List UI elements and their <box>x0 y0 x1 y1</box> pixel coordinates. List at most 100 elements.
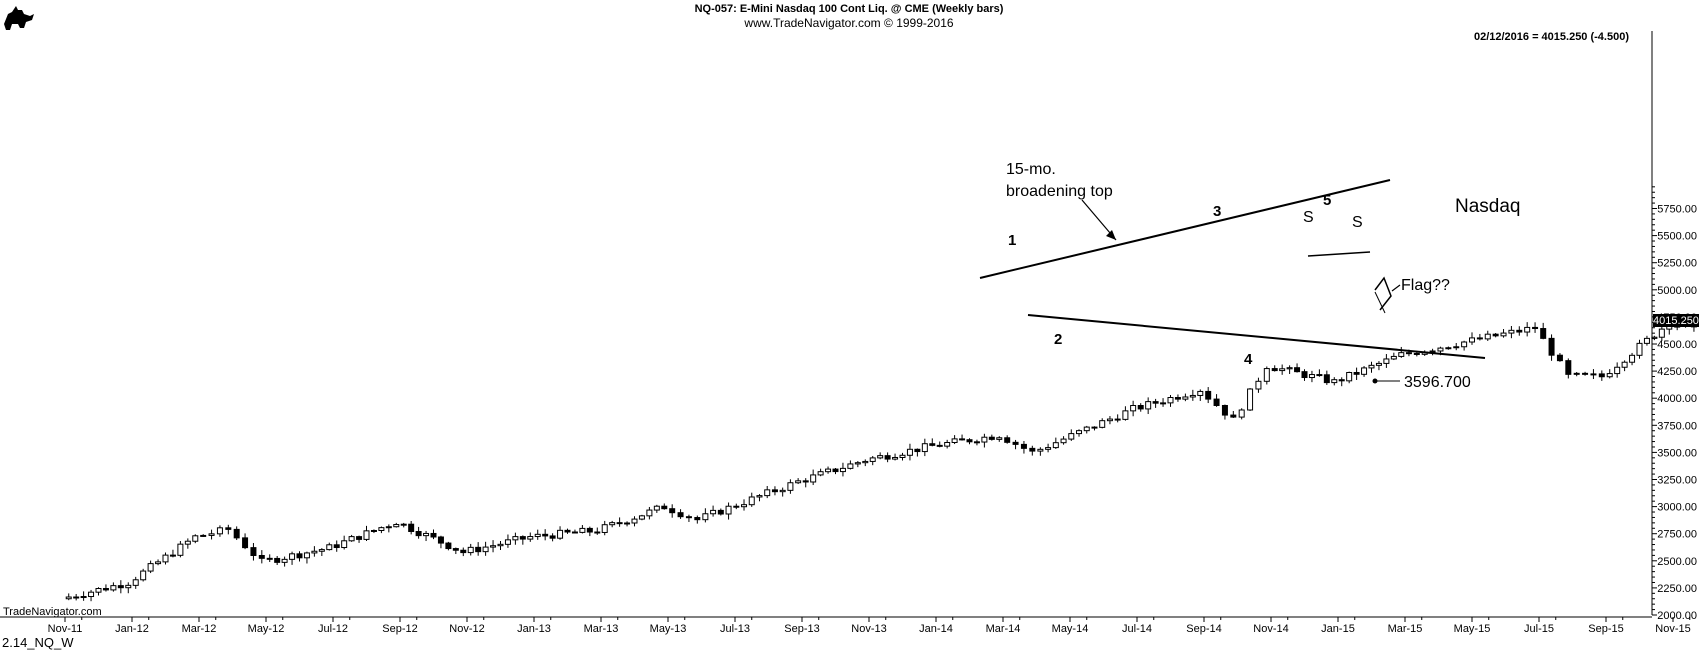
candle <box>177 540 184 558</box>
candle <box>233 526 240 541</box>
candle <box>341 535 348 550</box>
candle <box>1598 370 1605 381</box>
x-tick-label: Nov-15 <box>1655 623 1690 635</box>
candle <box>929 438 936 447</box>
candle <box>1012 439 1019 450</box>
candle <box>192 534 199 544</box>
candle <box>326 542 333 551</box>
candle <box>557 526 564 540</box>
candle <box>892 453 899 461</box>
candle <box>1590 369 1597 380</box>
candle <box>594 527 601 535</box>
candle <box>847 460 854 470</box>
candle <box>966 438 973 445</box>
last-price-tag-label: 4015.250 <box>1653 315 1699 327</box>
candle <box>1643 335 1650 346</box>
chart-title: NQ-057: E-Mini Nasdaq 100 Cont Liq. @ CM… <box>695 3 1004 15</box>
brand-watermark: TradeNavigator.com <box>3 606 102 618</box>
candle <box>1271 365 1278 372</box>
y-tick-label: 4000.00 <box>1657 393 1697 405</box>
candle <box>216 525 223 537</box>
y-tick-label: 4250.00 <box>1657 366 1697 378</box>
candlestick-series <box>65 322 1697 602</box>
candle <box>1508 325 1515 339</box>
candle <box>669 504 676 518</box>
pattern-label-line1: 15-mo. <box>1006 161 1056 178</box>
candle <box>1658 326 1665 341</box>
candle <box>1122 406 1129 421</box>
candle <box>921 438 928 457</box>
x-tick-label: Mar-13 <box>584 623 619 635</box>
flag-label: Flag?? <box>1401 277 1450 294</box>
x-axis-ticks: Nov-11 Jan-12 Mar-12 May-12 Jul-12 Sep-12 Nov-… <box>48 617 1691 635</box>
candle <box>733 503 740 510</box>
candle <box>303 551 310 564</box>
candle <box>415 526 422 539</box>
candle <box>1263 366 1270 385</box>
x-tick-label: May-14 <box>1052 623 1089 635</box>
x-tick-label: Jan-13 <box>517 623 551 635</box>
shoulder-right-label: S <box>1352 214 1363 231</box>
candle <box>460 547 467 557</box>
x-tick-label: Sep-12 <box>382 623 417 635</box>
candle <box>1524 322 1531 337</box>
candle <box>810 469 817 486</box>
candle <box>445 541 452 551</box>
lower-trendline <box>1027 314 1486 359</box>
candle <box>771 486 778 496</box>
candle <box>1052 437 1059 449</box>
candle <box>1189 389 1196 401</box>
candle <box>242 533 249 550</box>
y-tick-label: 5750.00 <box>1657 204 1697 216</box>
candle <box>710 505 717 517</box>
candle <box>1060 436 1067 445</box>
candle <box>490 540 497 553</box>
y-tick-label: 2250.00 <box>1657 583 1697 595</box>
candle <box>601 520 608 536</box>
y-tick-label: 3000.00 <box>1657 502 1697 514</box>
candle <box>504 534 511 548</box>
candle <box>1548 334 1555 361</box>
candle <box>1068 429 1075 441</box>
candle <box>1174 394 1181 402</box>
candle <box>1114 414 1121 423</box>
candle <box>378 526 385 534</box>
y-tick-label: 5250.00 <box>1657 258 1697 270</box>
candle <box>717 508 724 516</box>
candle <box>266 554 273 563</box>
candle <box>677 509 684 519</box>
candle <box>795 478 802 485</box>
upper-trendline <box>979 179 1391 279</box>
candle <box>869 455 876 466</box>
candle <box>542 529 549 541</box>
wave-label-1: 1 <box>1008 232 1016 249</box>
candle <box>764 485 771 499</box>
candle <box>1383 354 1390 368</box>
y-tick-label: 3750.00 <box>1657 420 1697 432</box>
candle <box>725 502 732 520</box>
candle <box>779 487 786 497</box>
candle <box>549 533 556 542</box>
target-label: 3596.700 <box>1404 374 1471 391</box>
candle <box>475 542 482 556</box>
candle <box>1308 370 1315 383</box>
candle <box>1606 369 1613 379</box>
candle <box>1205 387 1212 404</box>
x-tick-label: Mar-15 <box>1388 623 1423 635</box>
candle <box>1020 441 1027 454</box>
candle <box>1152 398 1159 408</box>
candle <box>1160 398 1167 407</box>
candle <box>1106 416 1113 425</box>
candle <box>1338 377 1345 387</box>
candle <box>741 499 748 511</box>
candle <box>973 439 980 446</box>
candle <box>884 452 891 463</box>
candle <box>899 452 906 461</box>
candle <box>95 587 102 596</box>
candle <box>1137 403 1144 412</box>
flag-pole <box>1374 291 1386 314</box>
candle <box>1476 333 1483 341</box>
wave-label-3: 3 <box>1213 203 1221 220</box>
candle <box>1582 371 1589 376</box>
candle <box>1076 429 1083 437</box>
